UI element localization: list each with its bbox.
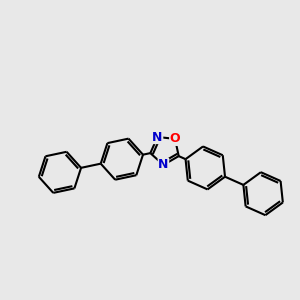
Text: O: O <box>170 132 180 146</box>
Text: N: N <box>158 158 169 171</box>
Text: N: N <box>152 130 163 143</box>
